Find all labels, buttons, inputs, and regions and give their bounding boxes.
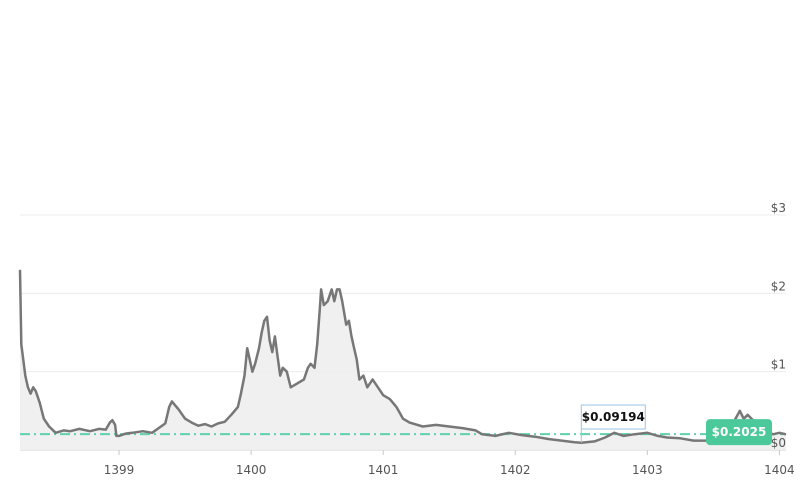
x-tick-label: 1404	[764, 463, 795, 477]
y-tick-label: $2	[771, 279, 786, 293]
price-line	[18, 269, 787, 445]
x-tick-label: 1400	[236, 463, 267, 477]
y-tick-label: $3	[771, 201, 786, 215]
current-price-badge: $0.2025	[706, 419, 772, 446]
grid-lines	[20, 214, 786, 451]
x-tick-label: 1403	[632, 463, 663, 477]
low-price-box	[580, 404, 646, 430]
x-tick-label: 1399	[104, 463, 135, 477]
price-area	[20, 269, 786, 450]
y-axis: $0 $1 $2 $3	[771, 201, 786, 450]
low-price-label: $0.09194	[582, 410, 645, 424]
y-tick-label: $0	[771, 436, 786, 450]
x-axis: 1399 1400 1401 1402 1403 1404	[104, 450, 795, 477]
x-tick-label: 1402	[500, 463, 531, 477]
current-price-badge-bg	[706, 419, 772, 446]
current-price-label: $0.2025	[712, 425, 767, 439]
x-tick-label: 1401	[368, 463, 399, 477]
y-tick-label: $1	[771, 358, 786, 372]
low-price-marker: $0.09194	[580, 404, 646, 443]
